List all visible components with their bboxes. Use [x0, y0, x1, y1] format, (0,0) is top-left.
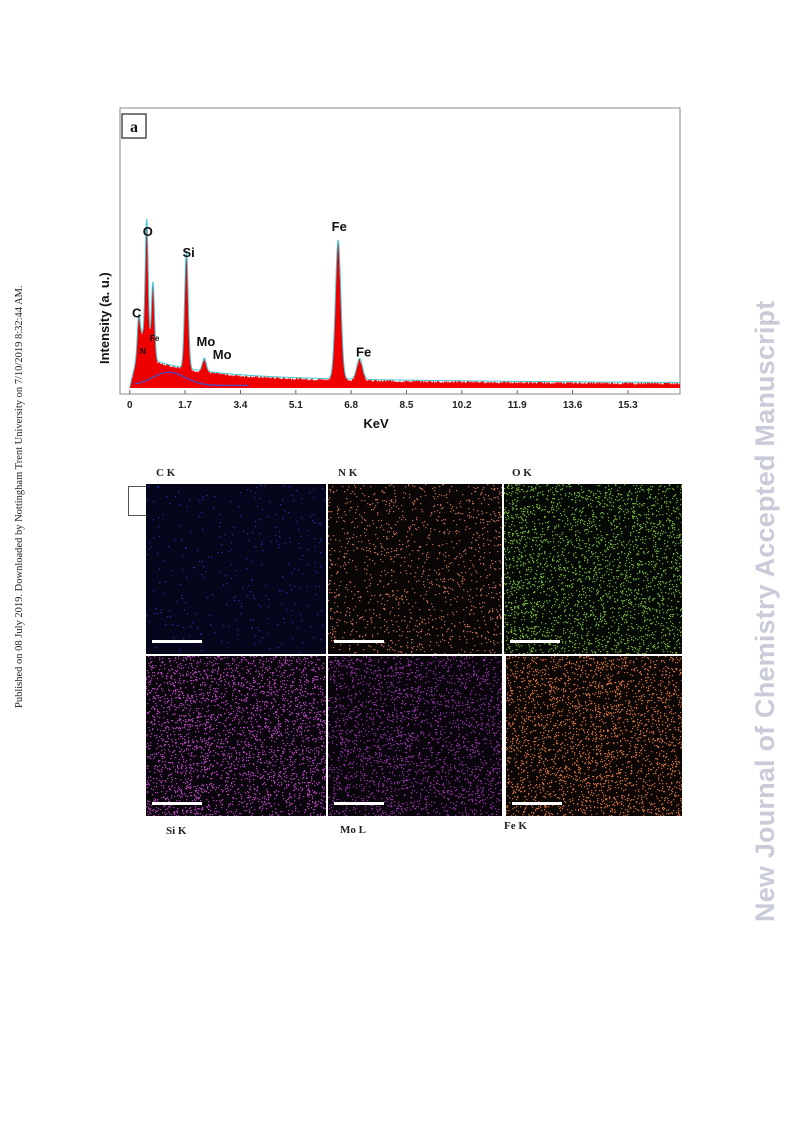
map-label-n: N K	[338, 467, 358, 479]
panel-label: a	[130, 119, 138, 136]
map-canvas	[146, 484, 326, 654]
x-tick-label: 1.7	[178, 400, 192, 411]
watermark-text: New Journal of Chemistry Accepted Manusc…	[750, 300, 780, 922]
x-tick-label: 8.5	[400, 400, 414, 411]
peak-label: Fe	[332, 219, 347, 234]
peak-label: Mo	[213, 347, 232, 362]
peak-label: C	[132, 305, 142, 320]
map-canvas	[504, 484, 682, 654]
x-axis-ticks: 0 1.7 3.4 5.1 6.8 8.5 10.2 11.9 13.6 15.3	[127, 390, 638, 411]
map-signal-dots	[506, 656, 682, 816]
x-axis-label: KeV	[363, 416, 389, 431]
peak-label: Fe	[150, 334, 160, 343]
map-label-o: O K	[512, 467, 532, 479]
publication-note-text: Published on 08 July 2019. Downloaded by…	[14, 285, 25, 708]
map-signal-dots	[504, 484, 682, 654]
background-curve	[134, 371, 249, 387]
peak-label: Fe	[356, 345, 371, 360]
map-canvas	[506, 656, 682, 816]
map-tile-mo	[328, 656, 502, 816]
spectrum-fill	[129, 220, 680, 388]
map-background	[328, 484, 502, 654]
panel-label-box	[121, 113, 147, 139]
x-tick-label: 6.8	[344, 400, 358, 411]
map-dots	[504, 484, 682, 654]
chart-frame	[119, 107, 681, 395]
x-tick-label: 0	[127, 400, 133, 411]
map-dots	[506, 656, 682, 816]
peak-label: N	[140, 347, 146, 356]
x-tick-label: 3.4	[234, 400, 248, 411]
spectrum-plot	[120, 218, 681, 395]
map-signal-dots	[146, 656, 326, 816]
peak-label: O	[143, 224, 153, 239]
peak-label: Si	[183, 245, 195, 260]
scale-bar	[334, 802, 384, 805]
scale-bar	[152, 640, 202, 643]
map-tile-si	[146, 656, 326, 816]
elemental-maps: C K N K O K Si K Mo L Fe K	[128, 462, 688, 842]
map-label-fe: Fe K	[504, 820, 527, 832]
x-tick-label: 5.1	[289, 400, 303, 411]
spectrum-outline	[129, 218, 681, 388]
map-signal-dots	[146, 485, 326, 654]
map-dots	[328, 656, 502, 816]
peak-label: Mo	[197, 334, 216, 349]
y-axis-label: Intensity (a. u.)	[98, 272, 112, 364]
map-tile-n	[328, 484, 502, 654]
map-background	[506, 656, 682, 816]
x-tick-label: 13.6	[563, 400, 583, 411]
map-tile-fe	[506, 656, 682, 816]
map-dots	[146, 656, 326, 816]
map-dots	[146, 485, 326, 654]
eds-spectrum-panel: a 0 1.7 3.4 5.1 6.8 8.5 10.2 11.9 13.6 15.3 O Si C N…	[98, 102, 688, 438]
map-canvas	[146, 656, 326, 816]
map-canvas	[328, 656, 502, 816]
scale-bar	[510, 640, 560, 643]
map-label-si: Si K	[166, 825, 187, 837]
x-tick-label: 10.2	[452, 400, 472, 411]
scale-bar	[334, 640, 384, 643]
map-tile-c	[146, 484, 326, 654]
map-background	[146, 484, 326, 654]
publication-side-note: Published on 08 July 2019. Downloaded by…	[0, 0, 25, 1121]
manuscript-watermark: New Journal of Chemistry Accepted Manusc…	[744, 0, 790, 1121]
scale-bar	[152, 802, 202, 805]
map-signal-dots	[328, 656, 502, 816]
map-label-c: C K	[156, 467, 176, 479]
map-canvas	[328, 484, 502, 654]
map-label-mo: Mo L	[340, 824, 366, 836]
scale-bar	[512, 802, 562, 805]
x-tick-label: 15.3	[618, 400, 638, 411]
map-tile-o	[504, 484, 682, 654]
x-tick-label: 11.9	[508, 400, 527, 411]
eds-spectrum-chart: a 0 1.7 3.4 5.1 6.8 8.5 10.2 11.9 13.6 15.3 O Si C N…	[98, 107, 681, 431]
